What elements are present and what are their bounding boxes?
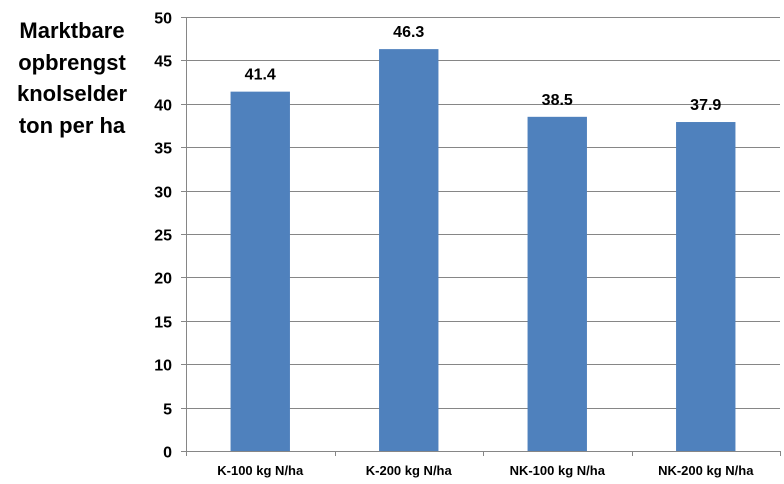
y-tick-label: 0 <box>163 445 172 462</box>
y-axis-title-line-1: Marktbare <box>19 18 124 43</box>
axes <box>181 17 781 456</box>
y-tick-label: 40 <box>154 98 172 115</box>
y-tick-label: 45 <box>154 54 172 71</box>
y-tick-label: 20 <box>154 271 172 288</box>
x-tick-label: K-200 kg N/ha <box>366 463 453 478</box>
bar-data-label: 38.5 <box>542 92 573 109</box>
y-axis-title-line-3: knolselder <box>17 81 127 106</box>
y-axis-title: Marktbare opbrengst knolselder ton per h… <box>17 18 127 138</box>
data-labels: 41.4 46.3 38.5 37.9 <box>245 24 722 114</box>
bar-data-label: 46.3 <box>393 24 424 41</box>
bar <box>379 49 439 452</box>
y-tick-label: 35 <box>154 141 172 158</box>
y-tick-labels: 0 5 10 15 20 25 30 35 40 45 50 <box>154 11 172 462</box>
x-tick-label: NK-100 kg N/ha <box>510 463 606 478</box>
y-tick-label: 15 <box>154 315 172 332</box>
y-tick-label: 5 <box>163 402 172 419</box>
bar-data-label: 41.4 <box>245 67 276 84</box>
y-tick-label: 10 <box>154 358 172 375</box>
x-tick-label: K-100 kg N/ha <box>217 463 304 478</box>
y-tick-label: 50 <box>154 11 172 28</box>
x-tick-label: NK-200 kg N/ha <box>658 463 754 478</box>
bar <box>230 91 290 451</box>
y-axis-title-line-4: ton per ha <box>19 113 126 138</box>
bar <box>527 116 587 451</box>
y-axis-title-line-2: opbrengst <box>18 50 126 75</box>
x-tick-labels: K-100 kg N/ha K-200 kg N/ha NK-100 kg N/ha… <box>217 463 754 478</box>
bars <box>230 49 736 452</box>
y-tick-label: 25 <box>154 228 172 245</box>
bar <box>676 122 736 451</box>
bar-data-label: 37.9 <box>690 97 721 114</box>
y-tick-label: 30 <box>154 185 172 202</box>
